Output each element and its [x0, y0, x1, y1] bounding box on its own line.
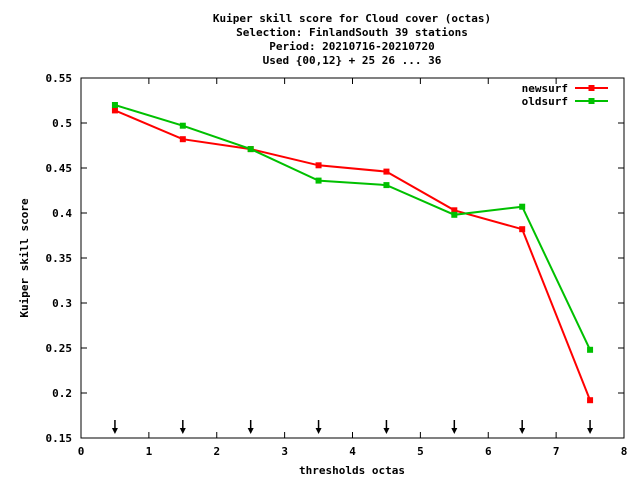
- title-line-1: Selection: FinlandSouth 39 stations: [236, 26, 468, 39]
- y-tick-label: 0.4: [52, 207, 72, 220]
- data-point-newsurf: [451, 207, 458, 214]
- y-tick-label: 0.55: [46, 72, 73, 85]
- data-point-oldsurf: [519, 203, 526, 210]
- series-line-newsurf: [114, 109, 591, 401]
- legend-marker-newsurf: [588, 85, 595, 91]
- data-point-oldsurf: [315, 177, 322, 184]
- data-point-newsurf: [111, 107, 118, 114]
- legend-label-newsurf: newsurf: [522, 82, 568, 95]
- title-line-0: Kuiper skill score for Cloud cover (octa…: [213, 12, 491, 25]
- threshold-arrow-head: [179, 428, 186, 434]
- x-tick-label: 1: [146, 445, 153, 458]
- threshold-arrow-head: [247, 428, 254, 434]
- threshold-arrow-head: [451, 428, 458, 434]
- data-series: [111, 102, 594, 404]
- y-tick-label: 0.15: [46, 432, 73, 445]
- y-tick-label: 0.3: [52, 297, 72, 310]
- data-point-oldsurf: [111, 102, 118, 108]
- legend-label-oldsurf: oldsurf: [522, 95, 568, 108]
- data-point-oldsurf: [451, 211, 458, 218]
- plot-frame: [80, 77, 625, 439]
- x-tick-label: 8: [621, 445, 628, 458]
- threshold-arrow-head: [315, 428, 322, 434]
- data-point-newsurf: [519, 226, 526, 233]
- y-tick-label: 0.45: [46, 162, 73, 175]
- x-tick-label: 4: [349, 445, 356, 458]
- data-point-newsurf: [383, 168, 390, 175]
- axis-ticks: 0 1 2 3 4 5 6 7 8 0.15 0.2 0.25 0.3 0.35 0.4 0.45 0.5 0.5…: [46, 72, 628, 458]
- title-line-3: Used {00,12} + 25 26 ... 36: [263, 54, 442, 67]
- data-point-oldsurf: [383, 182, 390, 189]
- y-tick-label: 0.35: [46, 252, 73, 265]
- y-axis-label: Kuiper skill score: [18, 198, 31, 318]
- y-tick-label: 0.25: [46, 342, 73, 355]
- x-tick-label: 7: [553, 445, 560, 458]
- series-line-oldsurf: [114, 104, 591, 351]
- data-point-newsurf: [179, 136, 186, 143]
- data-point-oldsurf: [587, 346, 594, 353]
- x-tick-label: 6: [485, 445, 492, 458]
- threshold-arrow-head: [383, 428, 390, 434]
- x-tick-label: 3: [281, 445, 288, 458]
- chart-title: Kuiper skill score for Cloud cover (octa…: [213, 12, 491, 67]
- threshold-arrow-head: [519, 428, 526, 434]
- data-point-oldsurf: [247, 146, 254, 153]
- threshold-arrow-head: [587, 428, 594, 434]
- threshold-arrow-head: [111, 428, 118, 434]
- legend-marker-oldsurf: [588, 98, 595, 104]
- data-point-newsurf: [315, 162, 322, 169]
- x-tick-label: 0: [78, 445, 85, 458]
- data-point-oldsurf: [179, 122, 186, 129]
- data-point-newsurf: [587, 397, 594, 404]
- x-tick-label: 2: [213, 445, 220, 458]
- y-tick-label: 0.2: [52, 387, 72, 400]
- x-axis-label: thresholds octas: [299, 464, 405, 477]
- x-tick-label: 5: [417, 445, 424, 458]
- y-tick-label: 0.5: [52, 117, 72, 130]
- threshold-arrows: [111, 420, 594, 434]
- title-line-2: Period: 20210716-20210720: [269, 40, 435, 53]
